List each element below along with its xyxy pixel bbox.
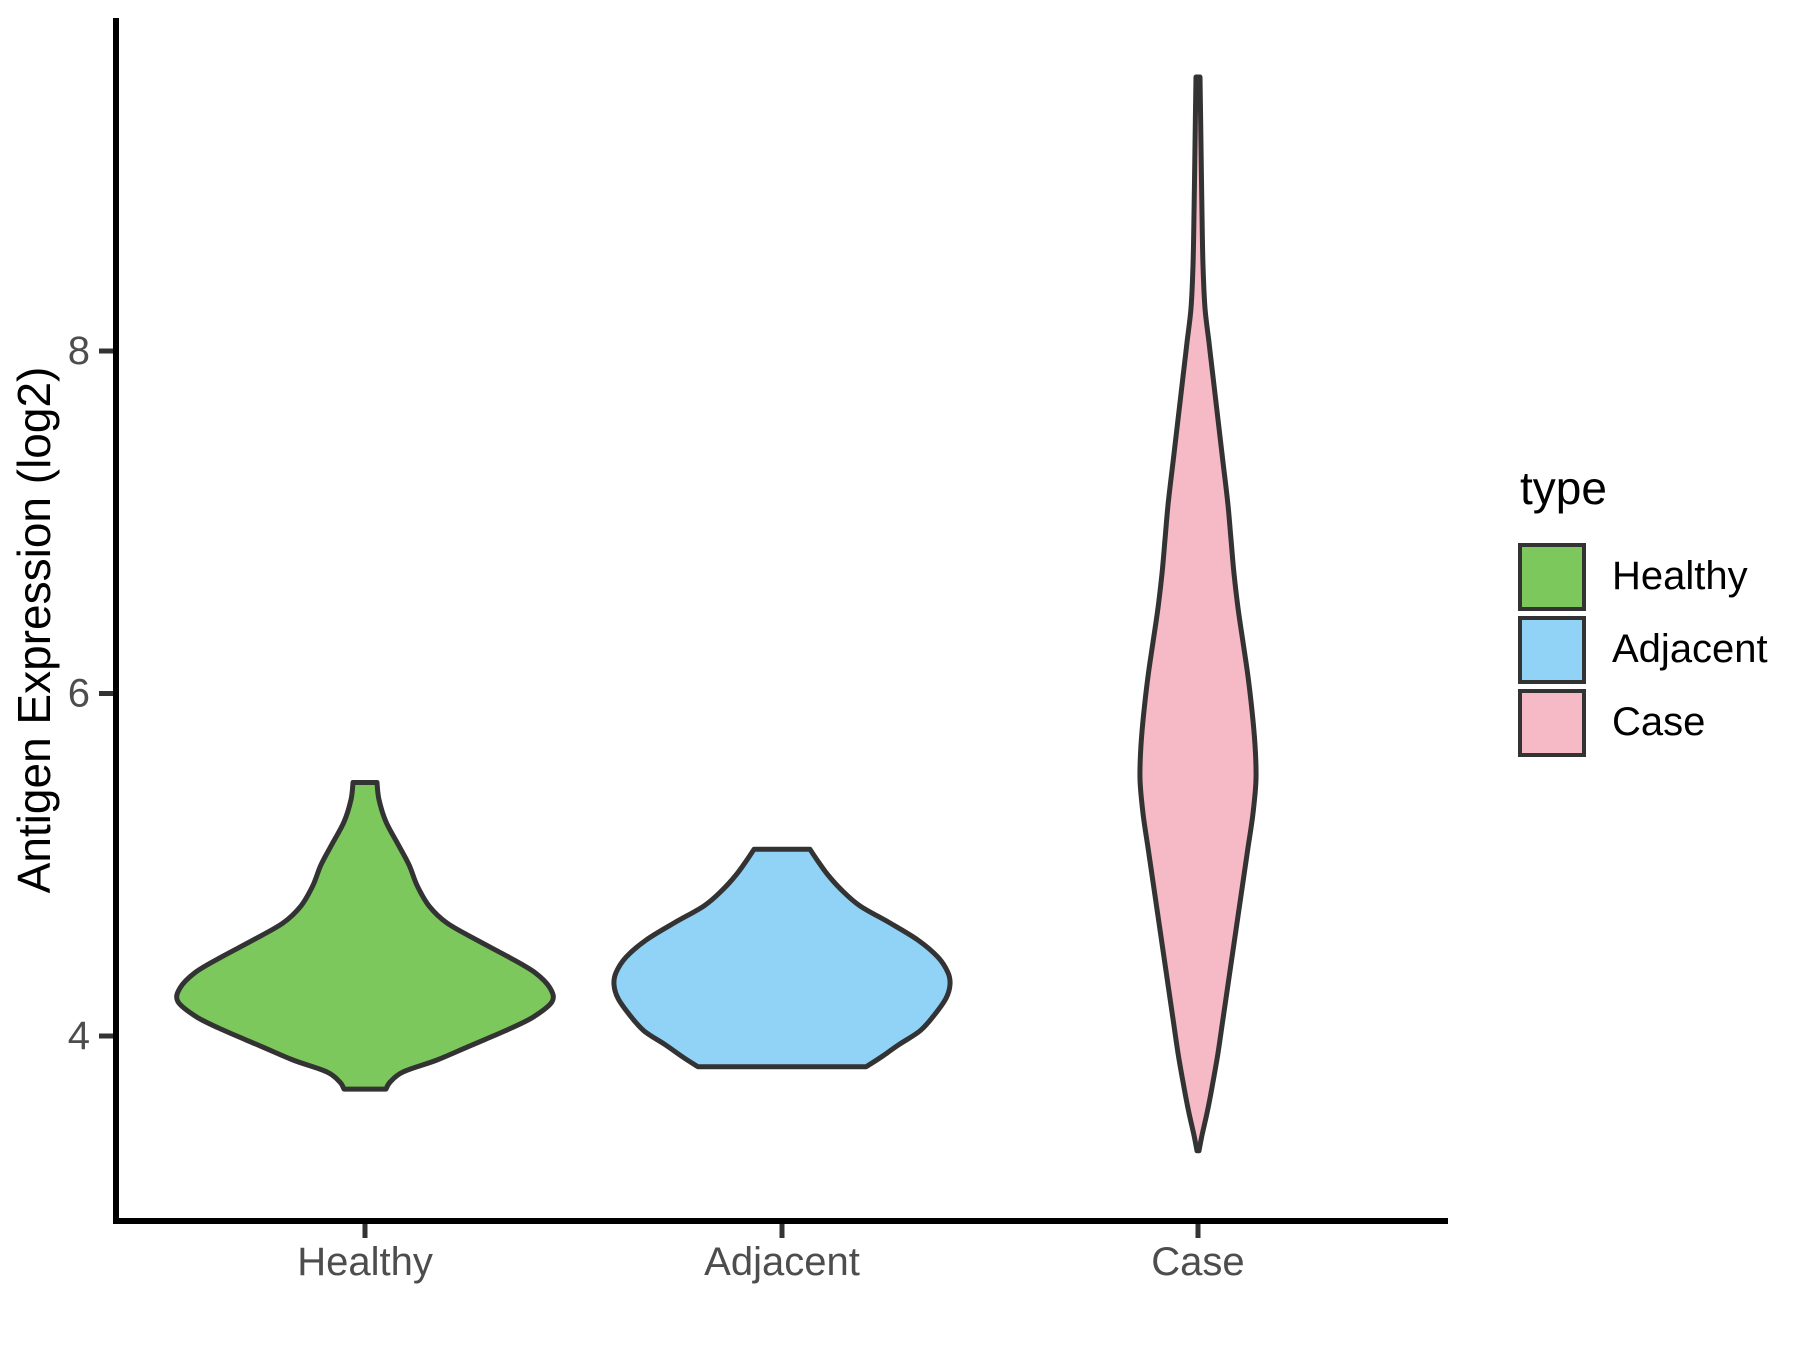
legend-entry-adjacent: Adjacent xyxy=(1518,615,1768,684)
x-tick-label-case: Case xyxy=(1151,1240,1244,1284)
legend: type Healthy Adjacent Case xyxy=(1518,462,1768,762)
legend-swatch-adjacent xyxy=(1518,615,1586,684)
x-tick-label-healthy: Healthy xyxy=(297,1240,433,1284)
legend-entry-case: Case xyxy=(1518,688,1768,757)
y-tick-label-8: 8 xyxy=(68,329,90,373)
legend-title: type xyxy=(1520,462,1607,514)
legend-swatch-healthy xyxy=(1518,542,1586,611)
violin-case xyxy=(1137,74,1259,1154)
legend-label-healthy: Healthy xyxy=(1612,554,1748,599)
x-tick-label-adjacent: Adjacent xyxy=(704,1240,860,1284)
y-axis-title: Antigen Expression (log2) xyxy=(8,367,60,894)
y-tick-label-6: 6 xyxy=(68,672,90,716)
legend-label-case: Case xyxy=(1612,700,1706,745)
y-tick-label-4: 4 xyxy=(68,1014,90,1058)
violin-healthy xyxy=(174,780,556,1092)
legend-entry-healthy: Healthy xyxy=(1518,542,1768,611)
violin-adjacent xyxy=(611,846,953,1070)
legend-entries: Healthy Adjacent Case xyxy=(1518,542,1768,757)
legend-swatch-case xyxy=(1518,688,1586,757)
legend-label-adjacent: Adjacent xyxy=(1612,627,1768,672)
